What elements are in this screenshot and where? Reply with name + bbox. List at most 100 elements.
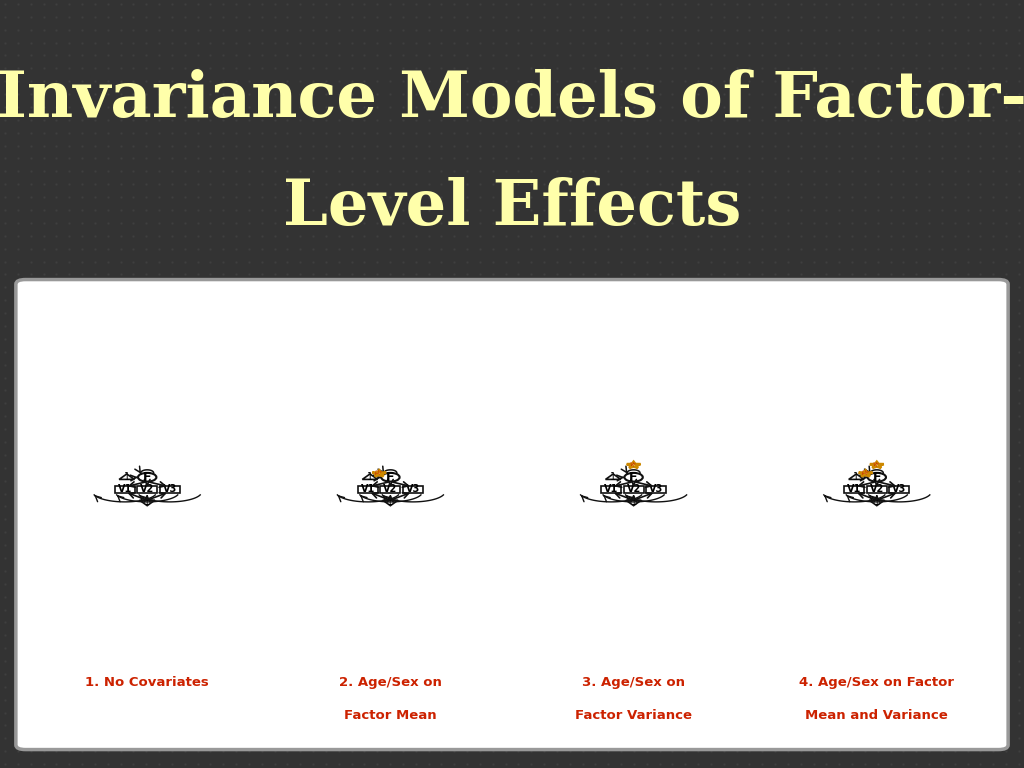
Point bbox=[767, 397, 783, 409]
Point bbox=[972, 423, 988, 435]
Point bbox=[895, 655, 911, 667]
Point bbox=[138, 591, 155, 603]
Point bbox=[36, 0, 52, 10]
Point bbox=[176, 62, 193, 74]
Point bbox=[138, 127, 155, 139]
Point bbox=[74, 668, 90, 680]
Point bbox=[702, 88, 719, 100]
Point bbox=[228, 578, 245, 590]
Point bbox=[793, 319, 809, 332]
Point bbox=[805, 49, 821, 61]
Point bbox=[266, 178, 283, 190]
Point bbox=[754, 745, 770, 757]
Point bbox=[23, 384, 39, 396]
Point bbox=[484, 397, 501, 409]
Point bbox=[48, 88, 65, 100]
Point bbox=[113, 101, 129, 113]
Point bbox=[36, 152, 52, 164]
Point bbox=[600, 552, 616, 564]
Point bbox=[613, 604, 630, 616]
Point bbox=[626, 668, 642, 680]
Point bbox=[176, 0, 193, 10]
Point bbox=[356, 604, 373, 616]
Point bbox=[972, 243, 988, 255]
Point bbox=[23, 24, 39, 36]
Point bbox=[561, 243, 578, 255]
Point bbox=[972, 707, 988, 719]
Point bbox=[394, 629, 411, 641]
Point bbox=[549, 49, 565, 61]
Point bbox=[946, 591, 963, 603]
Point bbox=[600, 694, 616, 706]
Point bbox=[805, 36, 821, 48]
Point bbox=[626, 127, 642, 139]
Point bbox=[793, 475, 809, 487]
Point bbox=[113, 24, 129, 36]
Point bbox=[959, 24, 976, 36]
Point bbox=[677, 564, 693, 577]
Point bbox=[331, 165, 347, 177]
Point bbox=[600, 101, 616, 113]
Point bbox=[1011, 152, 1024, 164]
Point bbox=[959, 694, 976, 706]
Point bbox=[241, 346, 257, 358]
Point bbox=[61, 436, 78, 449]
Point bbox=[87, 668, 103, 680]
Point bbox=[421, 616, 437, 628]
Point bbox=[36, 24, 52, 36]
Point bbox=[266, 397, 283, 409]
Point bbox=[228, 372, 245, 384]
Point bbox=[99, 732, 116, 744]
Point bbox=[831, 359, 848, 371]
Point bbox=[600, 642, 616, 654]
Point bbox=[728, 165, 744, 177]
Point bbox=[523, 217, 540, 229]
Point bbox=[433, 294, 450, 306]
Point bbox=[959, 36, 976, 48]
Point bbox=[125, 745, 141, 757]
Point bbox=[394, 319, 411, 332]
Point bbox=[433, 36, 450, 48]
Point bbox=[510, 62, 526, 74]
Point bbox=[61, 178, 78, 190]
Point bbox=[574, 140, 591, 152]
Point bbox=[972, 36, 988, 48]
Point bbox=[356, 475, 373, 487]
Point bbox=[164, 152, 180, 164]
Point bbox=[331, 745, 347, 757]
Point bbox=[215, 88, 231, 100]
Point bbox=[908, 680, 925, 693]
Point bbox=[934, 204, 950, 216]
Point bbox=[343, 359, 359, 371]
Point bbox=[125, 578, 141, 590]
Point bbox=[151, 152, 167, 164]
Point bbox=[305, 346, 322, 358]
Point bbox=[176, 24, 193, 36]
Point bbox=[164, 36, 180, 48]
Point bbox=[523, 359, 540, 371]
Point bbox=[959, 578, 976, 590]
Point bbox=[600, 668, 616, 680]
Point bbox=[818, 294, 835, 306]
Point bbox=[818, 436, 835, 449]
Point bbox=[10, 319, 27, 332]
Point bbox=[510, 307, 526, 319]
Point bbox=[651, 230, 668, 242]
Point bbox=[176, 526, 193, 538]
Text: 1: 1 bbox=[610, 472, 616, 482]
Point bbox=[48, 333, 65, 345]
Point bbox=[972, 591, 988, 603]
Point bbox=[818, 49, 835, 61]
Point bbox=[241, 319, 257, 332]
Point bbox=[228, 642, 245, 654]
Point bbox=[472, 372, 488, 384]
Point bbox=[317, 230, 334, 242]
Point bbox=[99, 191, 116, 204]
Point bbox=[215, 243, 231, 255]
Point bbox=[203, 333, 219, 345]
Point bbox=[895, 178, 911, 190]
Point bbox=[690, 243, 707, 255]
Point bbox=[831, 591, 848, 603]
Point bbox=[702, 604, 719, 616]
Point bbox=[997, 642, 1014, 654]
